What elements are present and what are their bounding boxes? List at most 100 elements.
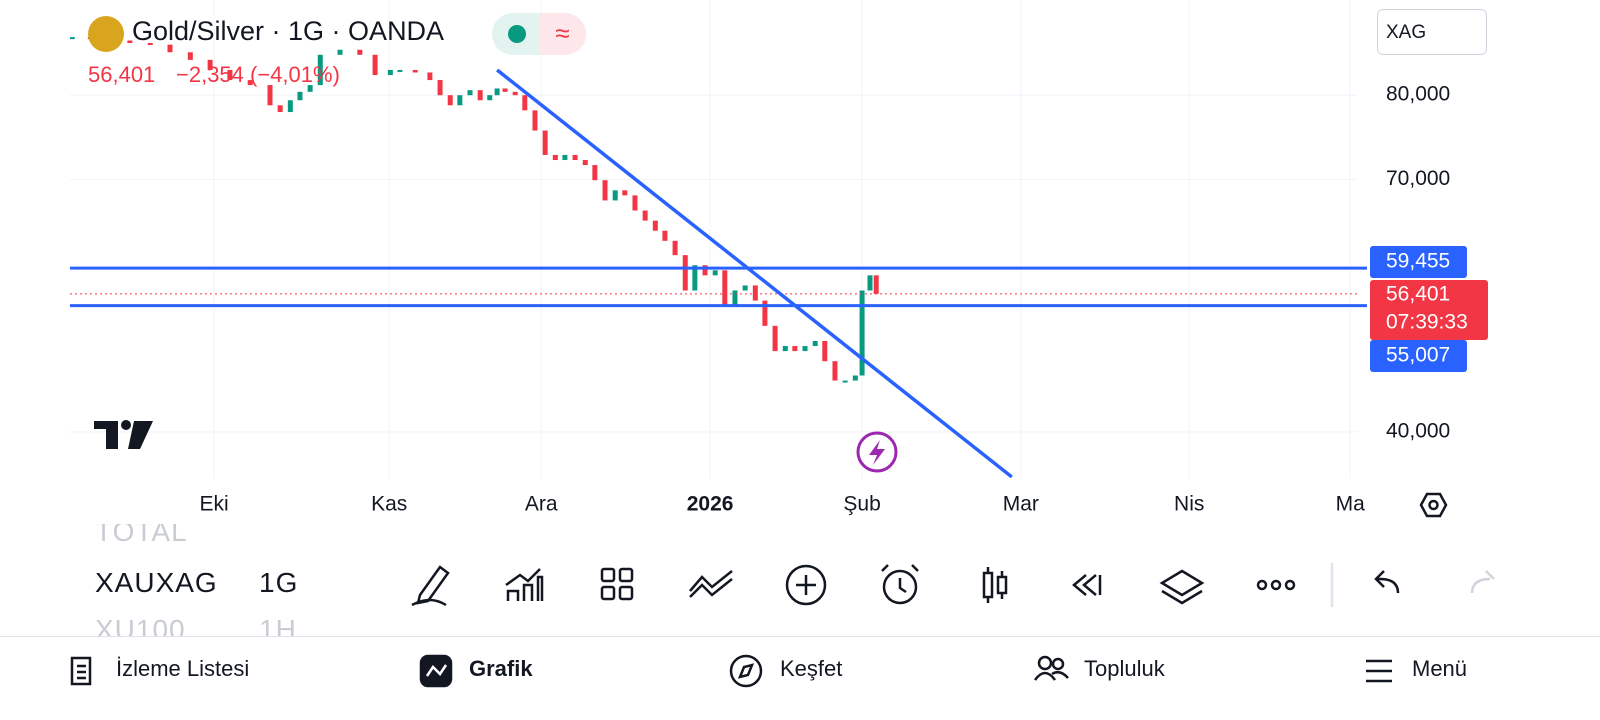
candle — [812, 340, 818, 347]
candle — [397, 69, 403, 72]
candle — [412, 69, 418, 73]
price: 56,401 — [88, 62, 156, 87]
candle — [297, 91, 303, 101]
alert-tool[interactable] — [881, 564, 919, 605]
candle — [494, 88, 500, 96]
x-tick-label: Nis — [1174, 493, 1204, 516]
price-tag — [1370, 280, 1488, 340]
candle — [487, 95, 493, 101]
settings-icon[interactable] — [1419, 492, 1448, 518]
nav-community[interactable]: Topluluk — [1084, 656, 1165, 681]
candle — [542, 130, 548, 155]
candle — [873, 275, 879, 294]
candle — [512, 91, 518, 96]
candle — [712, 270, 718, 276]
trend-line — [496, 68, 1013, 479]
symbol-logo — [88, 16, 124, 52]
candle — [802, 346, 808, 352]
chart-type-tool[interactable] — [982, 567, 1008, 603]
add-tool[interactable] — [785, 564, 827, 606]
x-tick-label: Şub — [843, 493, 880, 516]
candle — [622, 190, 628, 196]
candle — [187, 52, 193, 60]
candle — [762, 300, 768, 326]
interval: 1G — [259, 567, 299, 598]
compare-tool[interactable] — [689, 570, 733, 598]
redo-tool[interactable] — [1470, 570, 1495, 594]
candle — [582, 160, 588, 166]
draw-tool[interactable] — [411, 565, 450, 607]
y-tick-label: 40,000 — [1386, 419, 1450, 442]
symbol-search[interactable]: XAG — [1377, 9, 1487, 55]
candle — [732, 290, 738, 306]
status-pill[interactable]: ≈ — [492, 13, 586, 55]
candle — [822, 340, 828, 362]
candle — [792, 346, 798, 352]
more-tool[interactable] — [1256, 579, 1296, 591]
interval: 1H — [259, 614, 297, 636]
replay-tool[interactable] — [1072, 574, 1102, 596]
candle — [247, 80, 253, 86]
nav-explore[interactable]: Keşfet — [780, 656, 843, 681]
symbol-title[interactable]: Gold/Silver · 1G · OANDA — [132, 16, 445, 46]
candle — [859, 290, 865, 376]
indicators-tool[interactable] — [505, 568, 544, 601]
x-tick-label: Ma — [1336, 493, 1365, 516]
candle — [692, 265, 698, 291]
candle — [652, 220, 658, 231]
candle — [632, 195, 638, 211]
candle — [502, 88, 508, 92]
nav-menu[interactable]: Menü — [1412, 656, 1468, 681]
watchlist-row[interactable]: TOTAL4s — [95, 524, 188, 554]
candle — [467, 90, 473, 96]
candle — [267, 85, 273, 106]
candle — [742, 285, 748, 291]
candle — [752, 285, 758, 301]
x-tick-label: Eki — [199, 493, 228, 516]
watchlist-row[interactable]: XU100 1H — [95, 614, 395, 636]
layers-tool[interactable] — [1159, 569, 1205, 605]
candle — [477, 90, 483, 101]
candle — [317, 54, 323, 86]
candle — [427, 72, 433, 81]
ticker: XAUXAG — [95, 567, 218, 598]
x-tick-label: Mar — [1003, 493, 1039, 516]
undo-tool[interactable] — [1374, 570, 1400, 594]
nav-watchlist[interactable]: İzleme Listesi — [116, 656, 250, 681]
candle — [387, 69, 393, 76]
tv-logo — [94, 420, 153, 449]
y-tick-label: 70,000 — [1386, 167, 1450, 190]
chart: 40,000 70,000 80,000 Eki Kas Ara 2026 Şub Mar Nis… — [70, 0, 1488, 518]
candle — [437, 80, 443, 96]
candle — [682, 255, 688, 291]
candle — [867, 275, 873, 291]
watchlist-row[interactable]: XAUXAG 1G — [95, 567, 395, 599]
candle — [127, 40, 133, 44]
y-tick-label: 80,000 — [1386, 83, 1450, 106]
candle — [532, 110, 538, 131]
candle — [702, 265, 708, 276]
bottom-nav — [0, 636, 1600, 720]
candle — [457, 95, 463, 106]
candle — [447, 95, 453, 106]
nav-chart[interactable]: Grafik — [469, 656, 533, 681]
candle — [612, 190, 618, 201]
candle — [562, 154, 568, 161]
candle — [357, 49, 363, 55]
candle — [782, 346, 788, 352]
candle — [70, 37, 75, 40]
candle — [147, 43, 153, 46]
event-icon[interactable] — [856, 431, 898, 473]
nav-icons — [70, 654, 1392, 688]
candle — [522, 95, 528, 111]
countdown: 07:39:33 — [1386, 311, 1468, 334]
candle — [227, 69, 233, 81]
candle — [337, 49, 343, 55]
ticker: TOTAL — [95, 524, 188, 547]
candle — [602, 180, 608, 201]
x-tick-label: Ara — [525, 493, 558, 516]
layout-tool[interactable] — [600, 567, 634, 601]
candle — [207, 59, 213, 70]
candle — [642, 210, 648, 221]
